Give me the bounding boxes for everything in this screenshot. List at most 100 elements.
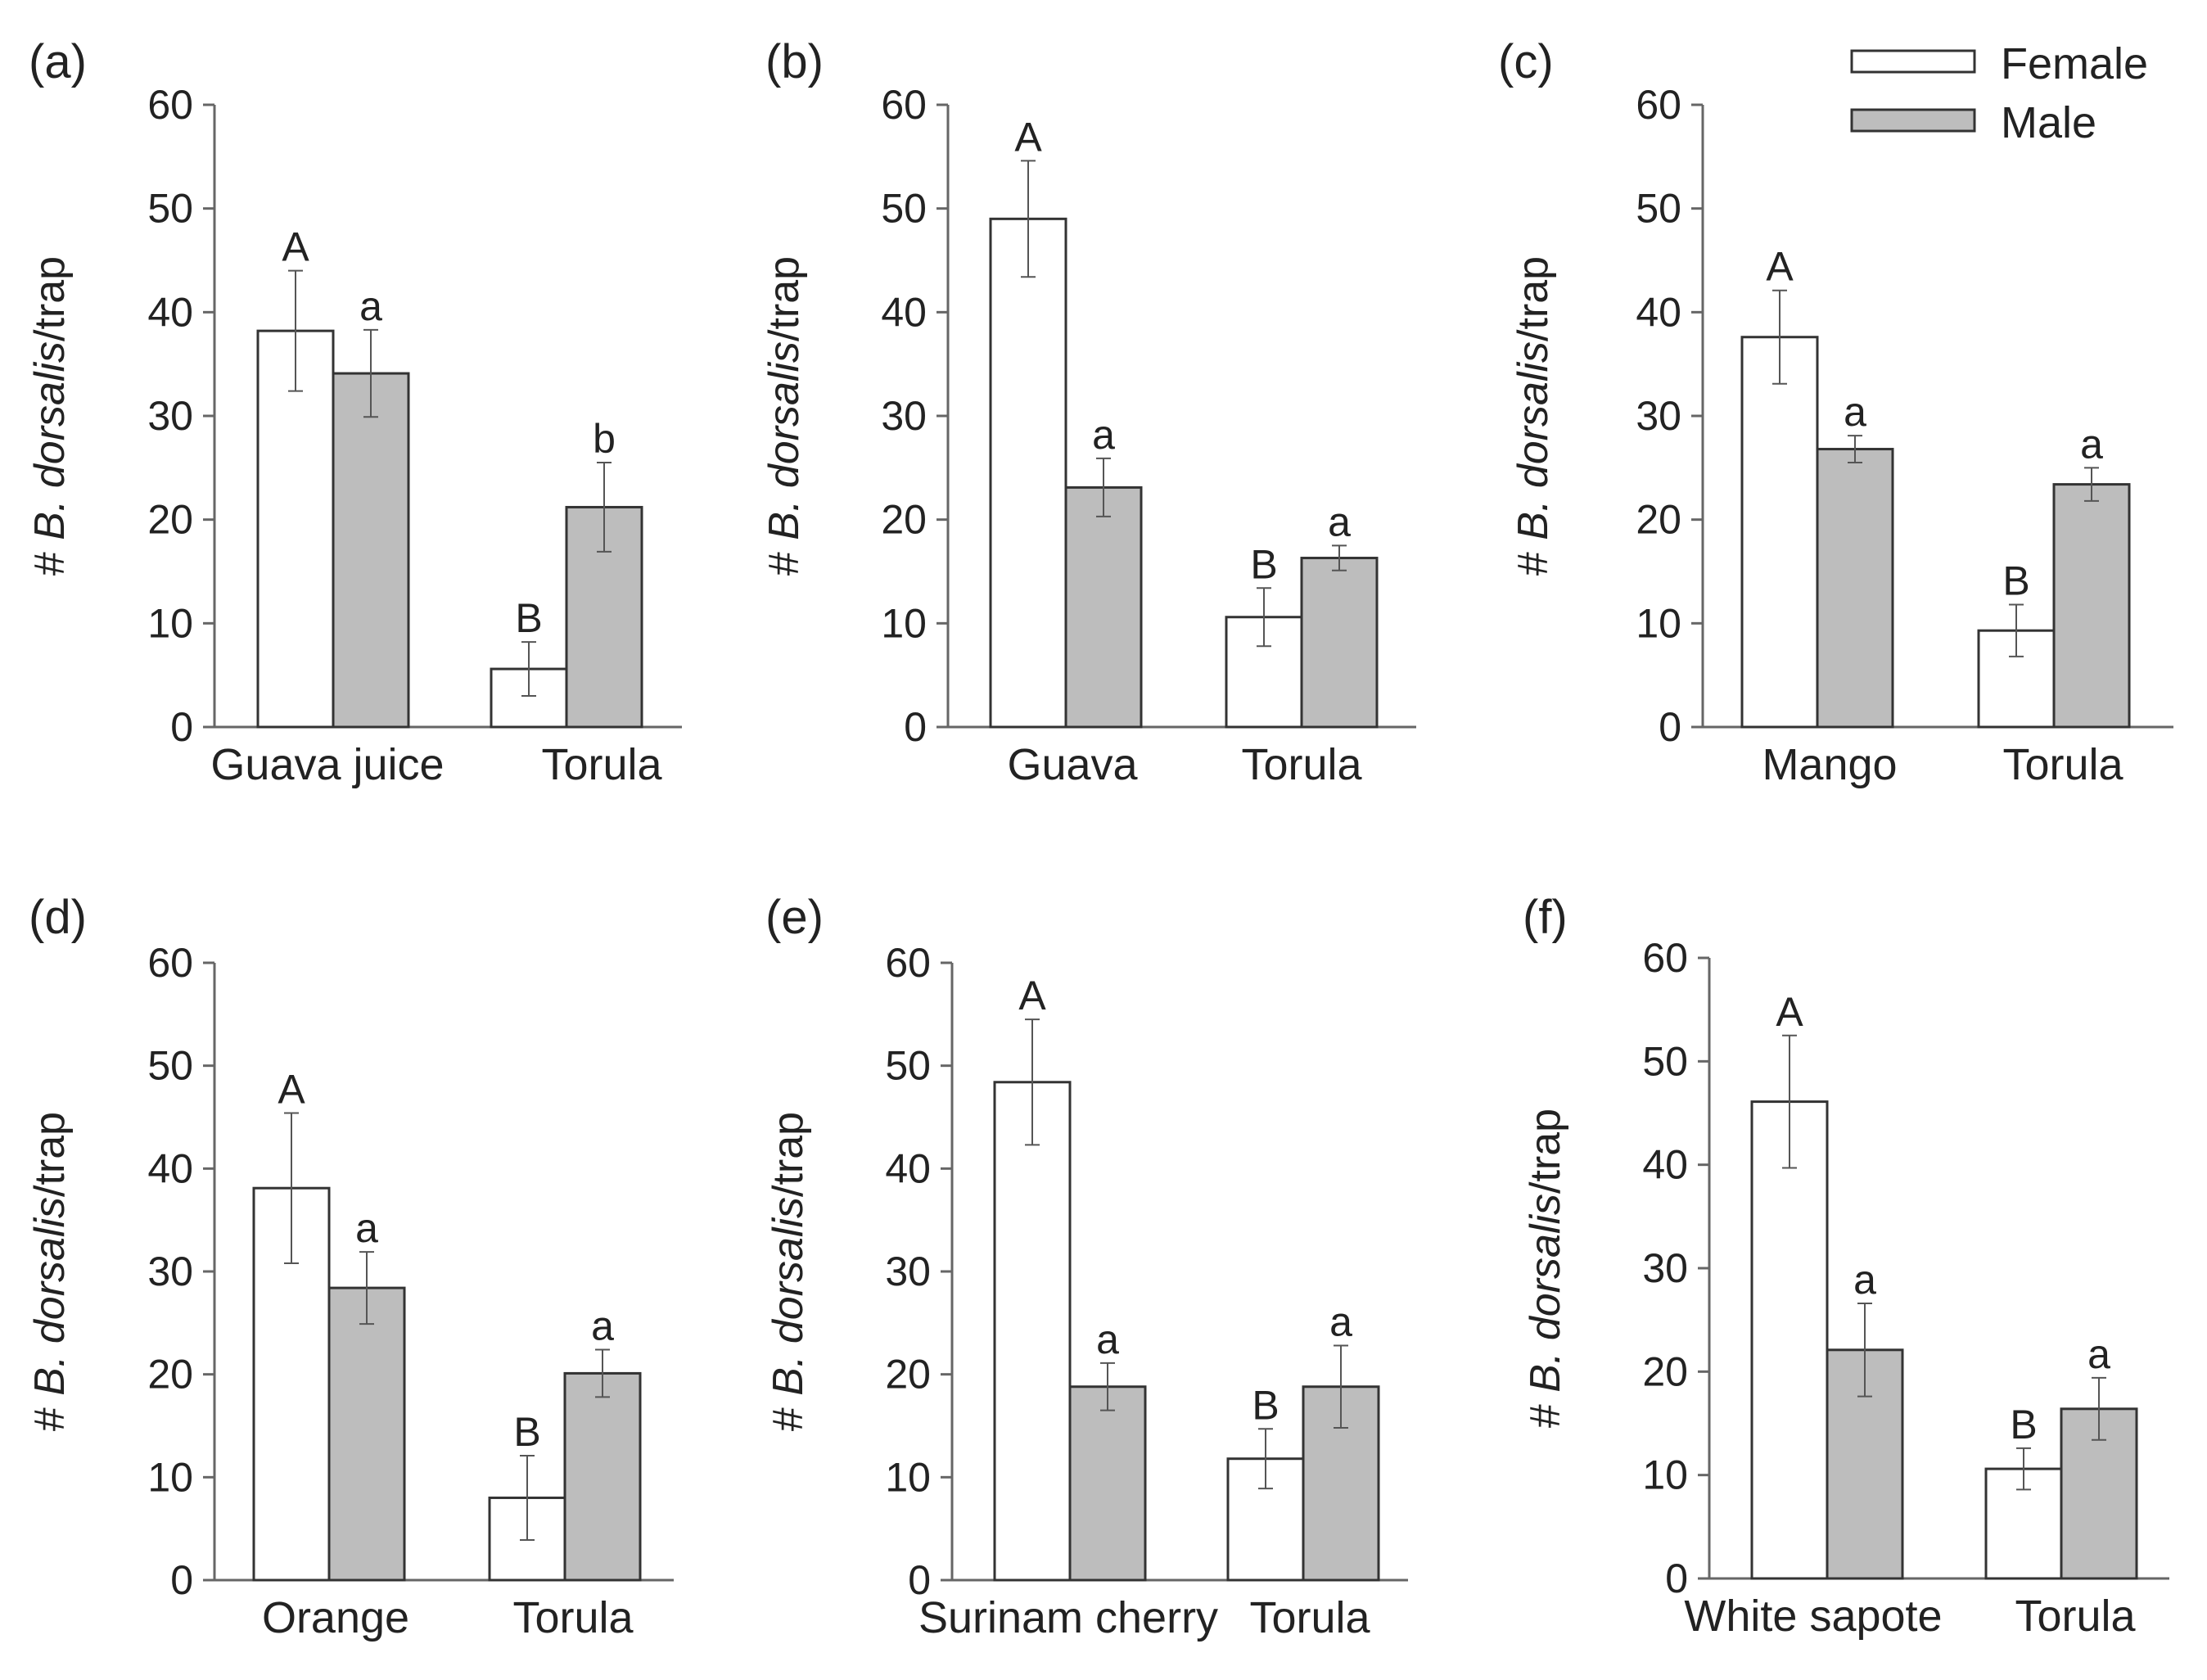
significance-letter: a xyxy=(1853,1257,1876,1303)
significance-letter: A xyxy=(278,1066,305,1112)
significance-letter: a xyxy=(359,283,382,329)
y-tick-label: 30 xyxy=(1642,1245,1688,1291)
significance-letter: B xyxy=(1252,1382,1279,1428)
y-tick-label: 50 xyxy=(885,1043,931,1089)
significance-letter: B xyxy=(2010,1402,2037,1447)
panel-f: (f) 0 10 20 30 40 50 60 # B. dorsalis/trap Aa Whit… xyxy=(1522,891,2169,1641)
x-category-label: Orange xyxy=(262,1593,409,1642)
significance-letter: A xyxy=(1018,973,1046,1018)
x-category-label: Torula xyxy=(1249,1593,1370,1642)
y-tick-label: 40 xyxy=(147,289,193,335)
x-category-label: Torula xyxy=(1241,740,1362,789)
y-tick-label: 40 xyxy=(881,289,927,335)
x-category-label: Guava juice xyxy=(210,740,444,789)
significance-letter: B xyxy=(1250,541,1277,587)
y-tick-label: 40 xyxy=(147,1145,193,1191)
y-axis-title: # B. dorsalis/trap xyxy=(765,1112,812,1431)
bar-female-fruit xyxy=(989,217,1067,729)
y-tick-label: 30 xyxy=(1636,393,1681,439)
bar-male-torula xyxy=(2052,483,2131,729)
x-category-label: Surinam cherry xyxy=(918,1593,1218,1642)
significance-letter: b xyxy=(593,416,616,462)
y-tick-label: 50 xyxy=(1636,186,1681,232)
y-axis-title: # B. dorsalis/trap xyxy=(760,256,808,576)
x-category-label: Guava xyxy=(1007,740,1138,789)
panel-label: (a) xyxy=(29,35,87,88)
x-category-label: Torula xyxy=(2002,740,2124,789)
y-tick-label: 0 xyxy=(170,1557,193,1603)
y-tick-label: 30 xyxy=(147,393,193,439)
significance-letter: a xyxy=(591,1303,614,1349)
x-category-label: Torula xyxy=(512,1593,634,1642)
panel-label: (c) xyxy=(1498,35,1554,88)
bar-female-torula xyxy=(1225,616,1303,729)
y-tick-label: 10 xyxy=(1636,600,1681,646)
y-tick-label: 30 xyxy=(147,1249,193,1294)
y-tick-label: 20 xyxy=(1636,497,1681,543)
panel-a: (a) 0 10 20 30 40 50 60 # B. dorsalis/trap Aa Guav… xyxy=(26,35,682,789)
y-tick-label: 10 xyxy=(147,1454,193,1500)
y-tick-label: 60 xyxy=(1636,82,1681,128)
y-tick-label: 40 xyxy=(885,1145,931,1191)
bar-male-torula xyxy=(563,1371,642,1582)
y-tick-label: 40 xyxy=(1636,289,1681,335)
significance-letter: A xyxy=(1766,244,1794,290)
panel-c: (c) 0 10 20 30 40 50 60 # B. dorsalis/trap Aa Mang… xyxy=(1498,35,2173,789)
panels: (a) 0 10 20 30 40 50 60 # B. dorsalis/trap Aa Guav… xyxy=(26,35,2173,1642)
y-tick-label: 50 xyxy=(147,186,193,232)
significance-letter: A xyxy=(282,224,309,270)
bar-female-fruit xyxy=(1740,336,1819,729)
y-axis-title: # B. dorsalis/trap xyxy=(1522,1109,1569,1428)
legend-female-swatch xyxy=(1850,49,1976,74)
bar-female-fruit xyxy=(1750,1100,1829,1580)
significance-letter: A xyxy=(1014,114,1042,160)
bar-male-torula xyxy=(1300,557,1379,729)
y-tick-label: 20 xyxy=(881,497,927,543)
legend-male-swatch xyxy=(1850,108,1976,133)
panel-b: (b) 0 10 20 30 40 50 60 # B. dorsalis/trap Aa Guav… xyxy=(760,35,1416,789)
bar-male-fruit xyxy=(327,1286,406,1582)
significance-letter: a xyxy=(1092,412,1115,458)
y-tick-label: 10 xyxy=(881,600,927,646)
y-tick-label: 10 xyxy=(147,600,193,646)
panel-e: (e) 0 10 20 30 40 50 60 # B. dorsalis/trap Aa Suri… xyxy=(765,891,1408,1642)
y-tick-label: 60 xyxy=(147,82,193,128)
y-tick-label: 0 xyxy=(908,1557,931,1603)
panel-label: (e) xyxy=(765,891,824,944)
significance-letter: a xyxy=(1844,389,1866,435)
x-category-label: Torula xyxy=(541,740,662,789)
significance-letter: a xyxy=(1329,1298,1352,1344)
panel-label: (f) xyxy=(1523,891,1568,944)
y-tick-label: 20 xyxy=(147,1352,193,1398)
y-tick-label: 10 xyxy=(1642,1452,1688,1498)
significance-letter: a xyxy=(355,1205,378,1251)
significance-letter: a xyxy=(1096,1316,1119,1362)
significance-letter: a xyxy=(2087,1331,2110,1377)
y-tick-label: 10 xyxy=(885,1454,931,1500)
y-tick-label: 30 xyxy=(881,393,927,439)
panel-label: (b) xyxy=(765,35,824,88)
legend: Female Male xyxy=(1850,39,2148,147)
y-tick-label: 50 xyxy=(1642,1038,1688,1084)
x-category-label: White sapote xyxy=(1684,1592,1942,1641)
significance-letter: B xyxy=(515,595,542,641)
x-category-label: Torula xyxy=(2015,1592,2136,1641)
legend-female-label: Female xyxy=(2001,39,2148,88)
y-tick-label: 30 xyxy=(885,1249,931,1294)
y-tick-label: 20 xyxy=(147,497,193,543)
bar-male-fruit xyxy=(1068,1385,1147,1582)
y-tick-label: 50 xyxy=(881,186,927,232)
legend-male-label: Male xyxy=(2001,98,2096,147)
significance-letter: B xyxy=(2002,558,2029,604)
y-axis-title: # B. dorsalis/trap xyxy=(1510,256,1557,576)
y-tick-label: 0 xyxy=(1665,1556,1688,1601)
y-tick-label: 0 xyxy=(170,704,193,750)
bar-male-fruit xyxy=(332,372,410,729)
y-tick-label: 60 xyxy=(1642,935,1688,981)
y-axis-title: # B. dorsalis/trap xyxy=(26,1112,74,1431)
significance-letter: a xyxy=(1328,499,1351,544)
significance-letter: a xyxy=(2080,421,2103,467)
significance-letter: A xyxy=(1776,989,1803,1035)
y-tick-label: 20 xyxy=(885,1352,931,1398)
